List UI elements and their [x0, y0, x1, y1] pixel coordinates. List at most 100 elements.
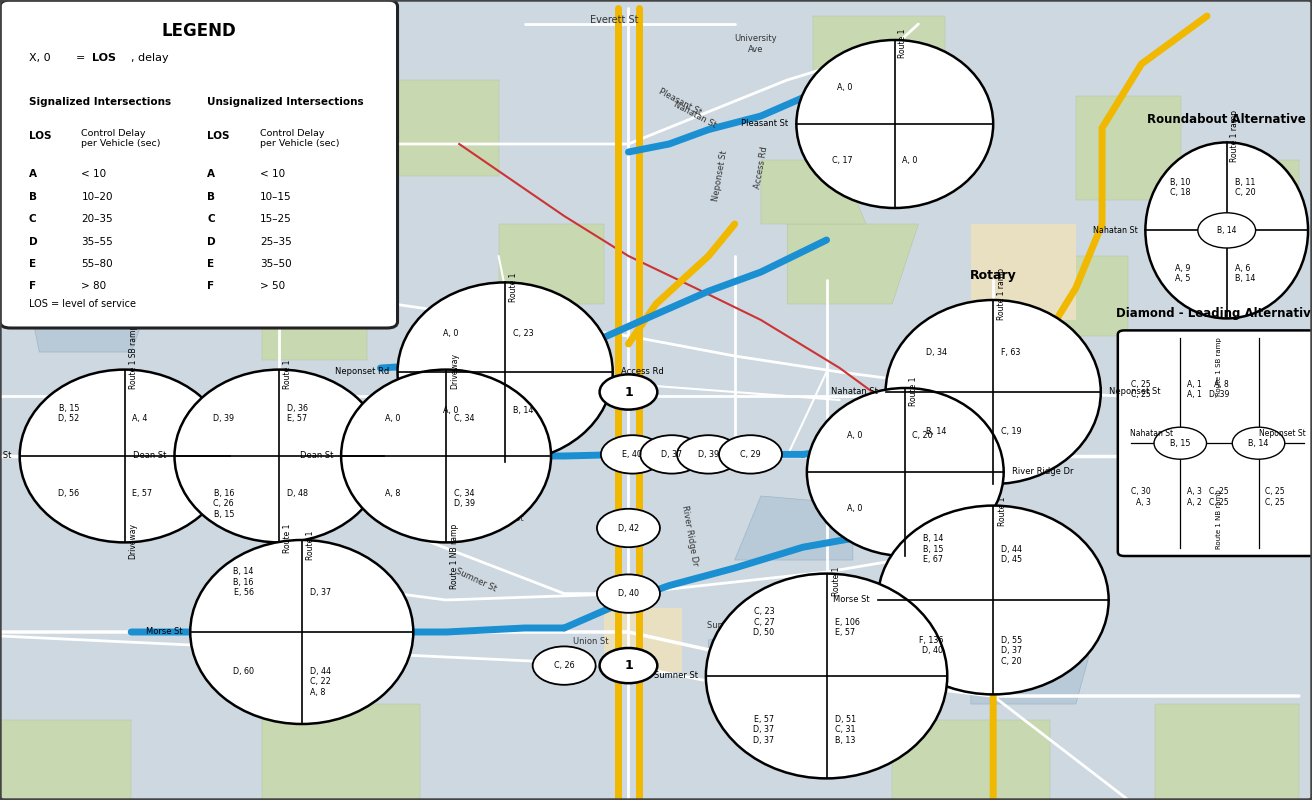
Text: Nahatan St: Nahatan St [830, 387, 878, 397]
Text: Route 1 ramp: Route 1 ramp [1231, 110, 1240, 162]
Text: Rotary: Rotary [970, 270, 1017, 282]
Ellipse shape [1145, 142, 1308, 318]
Text: 1: 1 [625, 386, 632, 398]
Polygon shape [761, 160, 866, 224]
Polygon shape [367, 80, 499, 176]
Text: Everett St: Everett St [590, 15, 638, 25]
Text: B, 16
C, 26
B, 15: B, 16 C, 26 B, 15 [214, 489, 234, 518]
Text: B: B [29, 192, 37, 202]
Text: Neponset St: Neponset St [1258, 430, 1305, 438]
Ellipse shape [174, 370, 384, 542]
Text: D, 51
C, 31
B, 13: D, 51 C, 31 B, 13 [836, 715, 857, 745]
Text: C, 25
C, 25: C, 25 C, 25 [1210, 487, 1229, 506]
Polygon shape [813, 16, 945, 96]
Text: A, 0: A, 0 [848, 504, 863, 513]
Text: E: E [207, 259, 214, 269]
Text: Route 1: Route 1 [306, 531, 315, 560]
Text: Route 1 SB ramp: Route 1 SB ramp [1216, 338, 1223, 396]
Polygon shape [499, 224, 604, 304]
Text: A, 0: A, 0 [386, 414, 400, 423]
Text: Pleasant St: Pleasant St [741, 119, 789, 129]
Text: 25–35: 25–35 [260, 237, 291, 246]
Polygon shape [708, 624, 853, 704]
Text: D, 55
D, 37
C, 20: D, 55 D, 37 C, 20 [1001, 636, 1023, 666]
Text: LOS: LOS [92, 54, 115, 63]
Text: C, 34: C, 34 [454, 414, 474, 423]
Polygon shape [184, 144, 289, 192]
Text: Sumner St: Sumner St [707, 621, 752, 630]
Text: C, 26: C, 26 [554, 661, 575, 670]
Text: Access Rd: Access Rd [621, 367, 664, 377]
Text: Nahatan St: Nahatan St [673, 99, 718, 130]
Text: > 50: > 50 [260, 282, 285, 291]
Text: Union St: Union St [572, 637, 609, 646]
Text: Route 1: Route 1 [832, 566, 841, 596]
Ellipse shape [807, 388, 1004, 556]
Polygon shape [1155, 704, 1299, 800]
Text: B, 11
C, 20: B, 11 C, 20 [1235, 178, 1256, 197]
Text: E, 106
E, 57: E, 106 E, 57 [836, 618, 861, 637]
Text: Control Delay
per Vehicle (sec): Control Delay per Vehicle (sec) [81, 129, 161, 148]
Text: Morse St: Morse St [825, 503, 862, 513]
Circle shape [1155, 427, 1207, 459]
Polygon shape [262, 704, 420, 800]
Text: Diamond - Leading Alternative: Diamond - Leading Alternative [1117, 307, 1312, 320]
Text: E, 57
D, 37
D, 37: E, 57 D, 37 D, 37 [753, 715, 774, 745]
Text: C, 20: C, 20 [912, 431, 933, 440]
Text: D, 42: D, 42 [618, 523, 639, 533]
Text: C, 29: C, 29 [740, 450, 761, 459]
Text: Neponset St: Neponset St [711, 150, 729, 202]
Text: 55–80: 55–80 [81, 259, 113, 269]
Text: D, 48: D, 48 [287, 489, 308, 498]
Text: 10–15: 10–15 [260, 192, 291, 202]
Text: Route 1 NB ramp: Route 1 NB ramp [450, 523, 459, 589]
Text: A, 1
A, 1: A, 1 A, 1 [1187, 380, 1202, 399]
FancyBboxPatch shape [1118, 330, 1312, 556]
Text: 10–20: 10–20 [81, 192, 113, 202]
Text: F: F [207, 282, 214, 291]
Text: Dean St: Dean St [300, 451, 333, 461]
Text: Morse St: Morse St [146, 627, 182, 637]
Text: Sumner St: Sumner St [454, 566, 499, 594]
Text: 20–35: 20–35 [81, 214, 113, 224]
Text: Route 1: Route 1 [899, 29, 907, 58]
Polygon shape [892, 720, 1050, 800]
Text: A, 8: A, 8 [386, 489, 400, 498]
Text: Unsignalized Intersections: Unsignalized Intersections [207, 98, 363, 107]
Ellipse shape [190, 540, 413, 724]
Text: A, 0: A, 0 [901, 156, 917, 165]
Circle shape [1232, 427, 1284, 459]
Text: A: A [29, 170, 37, 179]
Text: B, 14: B, 14 [926, 427, 947, 436]
Text: C, 17: C, 17 [832, 156, 853, 165]
Text: River Ridge Dr: River Ridge Dr [1012, 467, 1073, 477]
Text: =: = [76, 54, 89, 63]
Circle shape [600, 648, 657, 683]
Polygon shape [26, 256, 157, 352]
Text: LOS: LOS [207, 131, 230, 141]
Text: LOS = level of service: LOS = level of service [29, 299, 136, 309]
Text: D: D [207, 237, 216, 246]
Text: 35–50: 35–50 [260, 259, 291, 269]
Text: B, 10
C, 18: B, 10 C, 18 [1169, 178, 1190, 197]
Text: Route 1: Route 1 [509, 273, 518, 302]
Text: D, 36
E, 57: D, 36 E, 57 [287, 404, 308, 423]
Text: Signalized Intersections: Signalized Intersections [29, 98, 171, 107]
Ellipse shape [886, 300, 1101, 484]
Text: B, 14: B, 14 [513, 406, 533, 415]
Text: E, 40: E, 40 [622, 450, 643, 459]
Text: D, 60: D, 60 [232, 667, 253, 676]
Text: D, 37: D, 37 [310, 588, 331, 597]
Ellipse shape [398, 282, 613, 462]
Text: Nahatan St: Nahatan St [1130, 430, 1173, 438]
Text: C, 30
A, 3: C, 30 A, 3 [1131, 487, 1151, 506]
Text: Driveway: Driveway [129, 523, 138, 559]
Circle shape [600, 374, 657, 410]
Polygon shape [971, 624, 1089, 704]
Text: Route 1: Route 1 [998, 497, 1006, 526]
Text: A, 0: A, 0 [443, 406, 459, 415]
Text: Access Rd: Access Rd [753, 146, 769, 190]
Text: LEGEND: LEGEND [161, 22, 236, 40]
Text: Route 1 ramp: Route 1 ramp [997, 268, 1006, 320]
Text: Dean St: Dean St [701, 441, 735, 450]
